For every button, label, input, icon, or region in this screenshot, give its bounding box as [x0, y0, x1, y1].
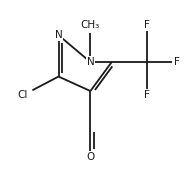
Text: N: N — [87, 57, 94, 67]
Text: Cl: Cl — [18, 90, 28, 100]
Text: N: N — [55, 30, 62, 40]
Text: F: F — [144, 20, 150, 30]
Text: F: F — [174, 57, 180, 67]
Text: O: O — [86, 152, 95, 162]
Text: CH₃: CH₃ — [81, 20, 100, 30]
Text: F: F — [144, 90, 150, 100]
